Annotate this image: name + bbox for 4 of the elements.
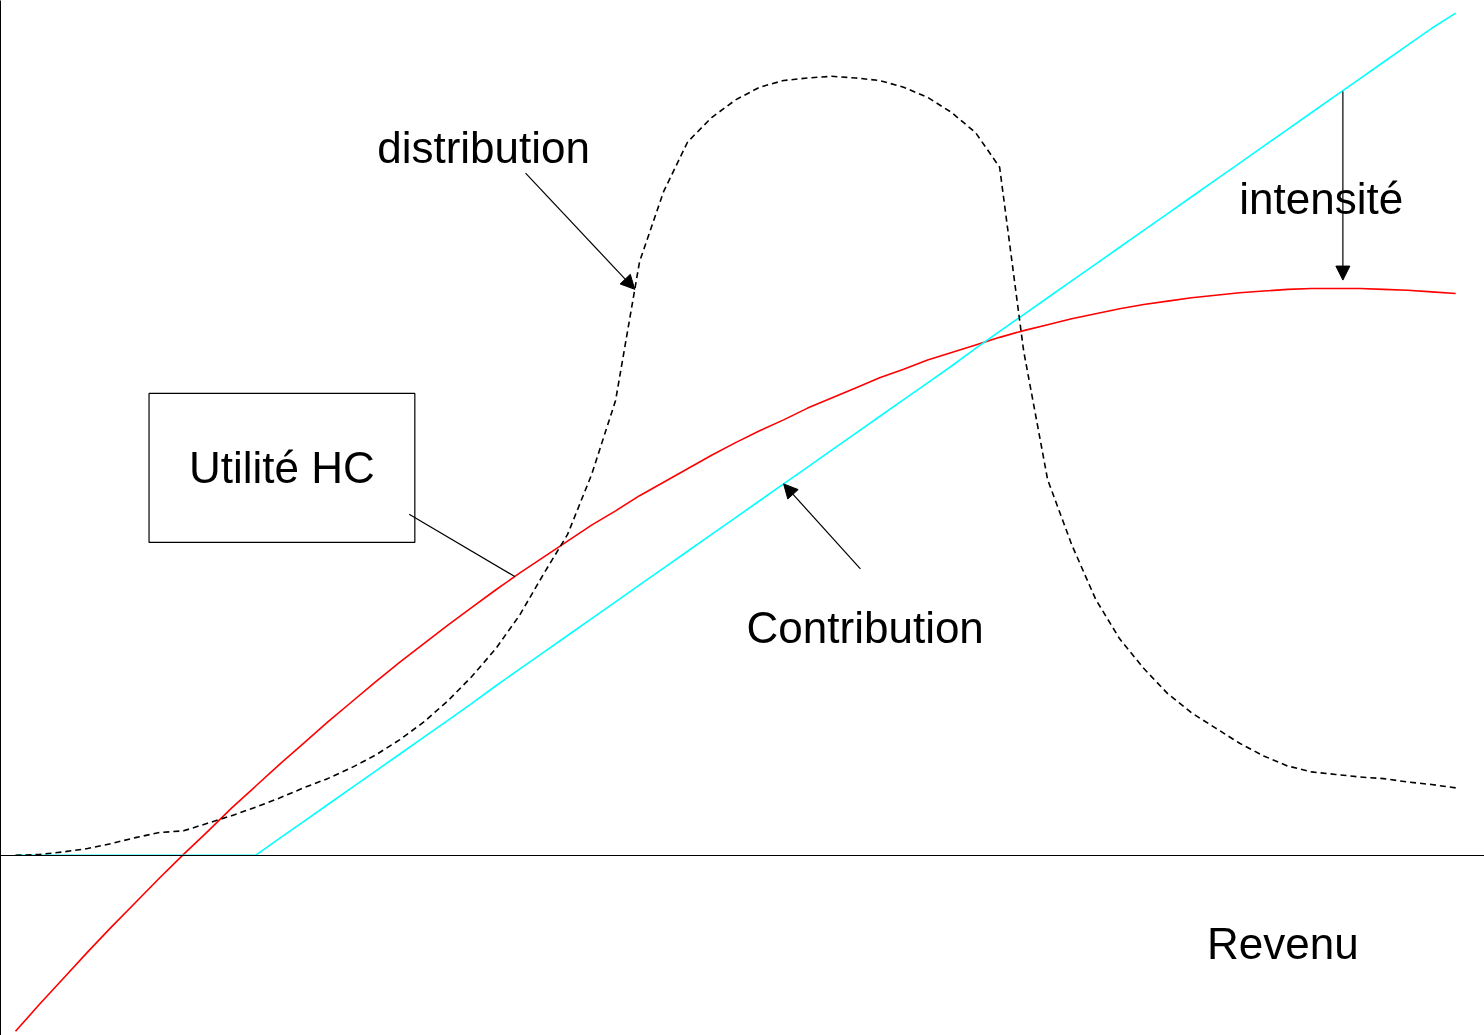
annotation: Utilité HC (189, 443, 375, 493)
annotation: distribution (377, 123, 590, 173)
x-axis-title: Revenu (1207, 919, 1359, 969)
annotation: Contribution (746, 603, 984, 653)
